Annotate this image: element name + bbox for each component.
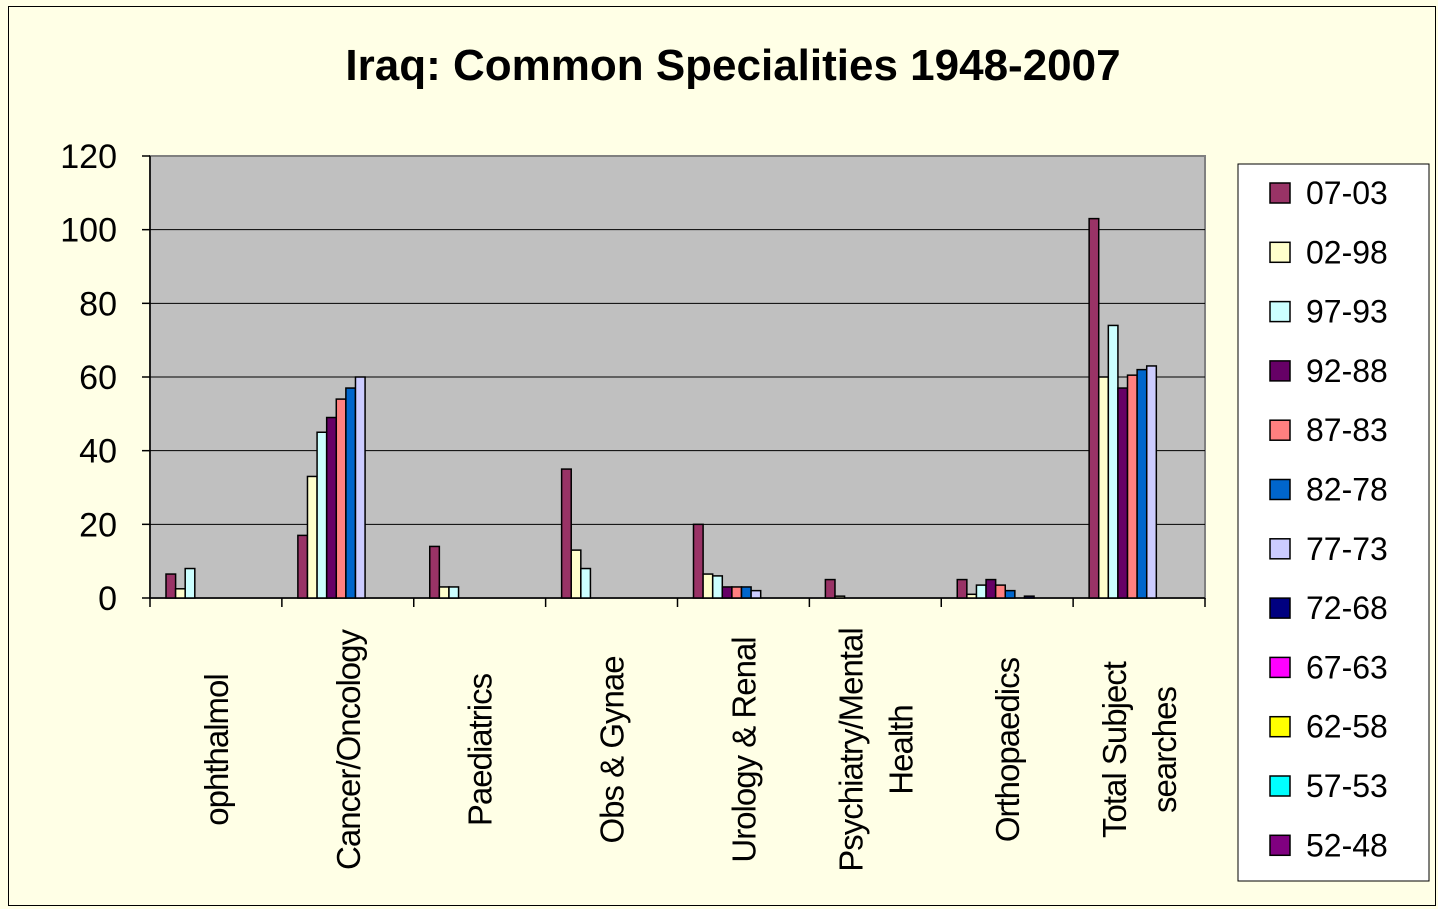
bar: [1107, 324, 1119, 599]
bar: [966, 593, 978, 599]
legend-swatch: [1269, 419, 1291, 441]
bar: [711, 575, 724, 599]
bar: [345, 387, 357, 599]
bar: [824, 578, 836, 599]
legend-label: 77-73: [1306, 531, 1388, 567]
legend-label: 72-68: [1306, 590, 1388, 626]
legend-swatch: [1269, 775, 1291, 797]
bar: [721, 586, 733, 599]
bar: [834, 595, 846, 599]
x-category-label: Total Subject: [1096, 661, 1133, 838]
legend-swatch: [1269, 538, 1291, 560]
x-category-label: ophthalmol: [198, 674, 235, 825]
legend-label: 52-48: [1306, 827, 1388, 863]
bar: [297, 534, 309, 599]
bar: [1097, 376, 1110, 599]
bar: [184, 567, 196, 599]
legend-swatch: [1269, 300, 1291, 323]
bar: [1145, 365, 1158, 599]
legend-label: 82-78: [1306, 472, 1388, 508]
bar: [1004, 589, 1016, 599]
y-tick-label: 80: [79, 285, 117, 323]
y-tick-label: 0: [98, 580, 117, 618]
x-category-label: Cancer/Oncology: [330, 629, 367, 870]
bar: [994, 584, 1007, 599]
bar: [740, 586, 752, 599]
x-category-label: Obs & Gynae: [594, 656, 631, 843]
legend-label: 92-88: [1306, 353, 1388, 389]
bar: [1136, 368, 1148, 599]
y-tick-label: 20: [79, 506, 117, 544]
x-category-label: Health: [882, 705, 919, 794]
legend-label: 07-03: [1306, 175, 1388, 211]
x-category-label: Paediatrics: [462, 673, 499, 826]
bar: [316, 431, 328, 599]
bar: [438, 586, 450, 599]
legend-label: 97-93: [1306, 294, 1388, 330]
bar: [750, 589, 762, 599]
bar: [985, 578, 997, 599]
y-tick-label: 100: [60, 212, 117, 250]
bar: [975, 584, 987, 599]
bar: [1126, 374, 1138, 599]
bar: [165, 573, 177, 599]
legend-swatch: [1269, 656, 1291, 679]
x-category-label: searches: [1146, 687, 1183, 813]
chart-title: Iraq: Common Specialities 1948-2007: [345, 41, 1120, 90]
y-tick-label: 60: [79, 359, 117, 397]
bar: [335, 398, 347, 599]
bar: [560, 468, 572, 599]
legend-swatch: [1269, 182, 1291, 204]
bar: [1088, 217, 1100, 599]
x-category-label: Psychiatry/Mental: [832, 628, 869, 871]
legend-label: 87-83: [1306, 412, 1388, 448]
legend-label: 67-63: [1306, 649, 1388, 685]
legend-swatch: [1269, 478, 1291, 501]
bar: [306, 475, 318, 599]
bar: [731, 586, 743, 599]
bar: [448, 586, 460, 599]
legend-box: [1237, 163, 1430, 882]
bar: [429, 545, 441, 599]
y-tick-label: 120: [60, 138, 117, 176]
bar: [570, 549, 582, 599]
legend-swatch: [1269, 597, 1291, 619]
bar: [692, 523, 704, 599]
legend-label: 62-58: [1306, 709, 1388, 745]
bar: [702, 573, 714, 599]
y-tick-label: 40: [79, 433, 117, 471]
x-category-label: Orthopaedics: [989, 657, 1026, 842]
x-category-label: Urology & Renal: [725, 637, 762, 862]
bar: [580, 567, 592, 599]
legend-label: 02-98: [1306, 234, 1388, 270]
bar: [174, 588, 186, 599]
bar: [325, 416, 338, 599]
legend-swatch: [1269, 715, 1291, 738]
legend-swatch: [1269, 834, 1291, 857]
bar: [1023, 595, 1035, 599]
legend-label: 57-53: [1306, 768, 1388, 804]
legend-swatch: [1269, 360, 1291, 382]
bar: [956, 578, 968, 599]
bar: [354, 376, 366, 599]
bar: [1117, 387, 1129, 599]
legend-swatch: [1269, 241, 1291, 264]
